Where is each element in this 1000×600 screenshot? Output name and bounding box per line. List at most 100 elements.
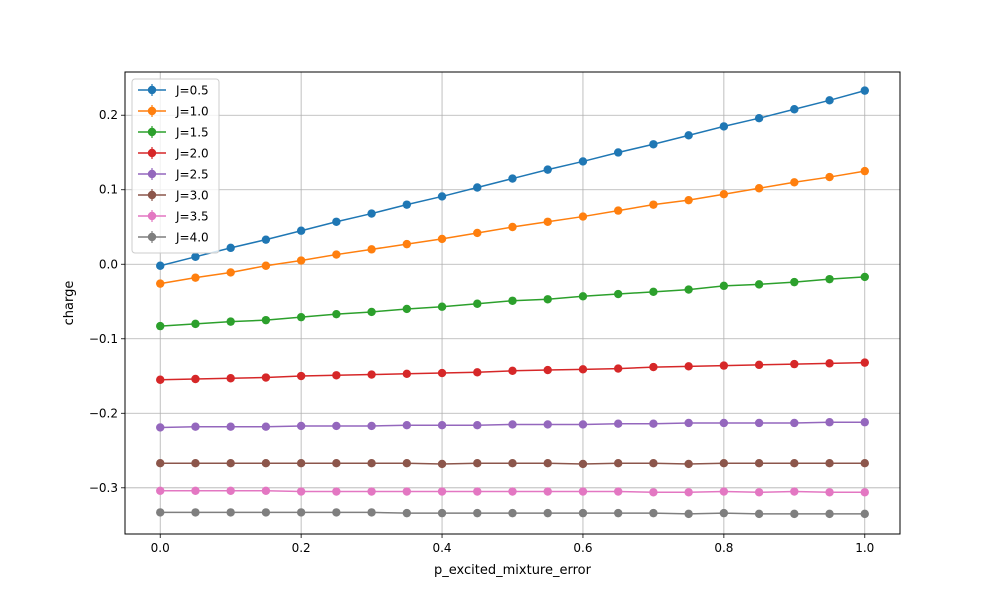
data-point <box>226 317 235 326</box>
legend-item: J=3.0 <box>138 189 209 203</box>
data-point <box>719 508 729 518</box>
series-J=3.0 <box>156 459 869 469</box>
series-J=0.5 <box>156 86 869 270</box>
legend-label: J=2.0 <box>175 147 209 161</box>
data-point <box>684 285 693 294</box>
data-point <box>613 206 623 215</box>
data-point <box>754 509 764 519</box>
legend-item: J=2.5 <box>138 168 209 182</box>
data-point <box>226 422 235 431</box>
data-point <box>684 195 693 205</box>
data-point <box>508 508 517 518</box>
data-point <box>367 245 376 254</box>
data-point <box>156 423 165 432</box>
data-point <box>649 140 658 149</box>
data-point <box>508 459 517 468</box>
legend-label: J=3.0 <box>175 189 209 203</box>
data-point <box>578 459 588 469</box>
data-point <box>543 365 552 375</box>
data-point <box>332 371 341 380</box>
data-point <box>296 312 306 322</box>
y-tick-label: −0.2 <box>89 406 118 420</box>
x-axis-label: p_excited_mixture_error <box>434 563 592 578</box>
data-point <box>860 358 869 367</box>
data-point <box>543 295 552 304</box>
data-point <box>543 508 552 518</box>
y-tick-label: −0.3 <box>89 481 118 495</box>
data-point <box>754 114 764 123</box>
data-point <box>684 362 693 371</box>
data-point <box>543 487 552 496</box>
data-point <box>860 459 869 468</box>
data-point <box>226 459 235 468</box>
legend-box <box>131 78 220 254</box>
legend-item: J=0.5 <box>138 84 209 98</box>
data-point <box>156 508 165 517</box>
data-point <box>790 459 799 468</box>
data-point <box>754 360 764 370</box>
data-point <box>825 172 834 182</box>
data-point <box>508 487 517 496</box>
legend: J=0.5 J=1.0 J=1.5 J=2.0 J=2.5 J=3.0 J=3.5 J=4.0 <box>131 78 220 254</box>
data-point <box>790 418 799 428</box>
data-point <box>578 212 588 221</box>
axis-ticks: 0.0 0.2 0.4 0.6 0.8 1.0 −0.3 −0.2 −0.1 0.0 0.1 0.2 <box>89 108 874 555</box>
data-point <box>719 487 729 496</box>
y-tick-label: 0.2 <box>99 108 118 122</box>
data-point <box>367 508 376 517</box>
data-point <box>156 459 165 468</box>
legend-label: J=4.0 <box>175 231 209 245</box>
legend-label: J=2.5 <box>175 168 209 182</box>
data-point <box>437 234 447 244</box>
data-point <box>649 488 658 497</box>
data-point <box>613 459 623 468</box>
data-point <box>543 459 552 468</box>
data-point <box>296 226 306 235</box>
data-point <box>790 359 799 369</box>
legend-item: J=2.0 <box>138 147 209 161</box>
data-point <box>402 369 412 378</box>
x-tick-label: 1.0 <box>855 541 874 555</box>
data-point <box>790 487 799 496</box>
data-point <box>790 105 799 114</box>
data-point <box>402 508 412 518</box>
data-point <box>437 421 447 430</box>
legend-marker <box>147 190 157 200</box>
data-point <box>437 302 447 311</box>
data-point <box>261 315 271 325</box>
data-point <box>754 488 764 497</box>
x-tick-label: 0.0 <box>151 541 170 555</box>
data-point <box>684 418 693 428</box>
legend-label: J=3.5 <box>175 210 209 224</box>
x-tick-label: 0.4 <box>432 541 451 555</box>
data-point <box>402 459 412 468</box>
legend-marker <box>147 85 157 95</box>
data-point <box>367 307 376 317</box>
data-point <box>261 373 271 382</box>
data-point <box>226 508 235 517</box>
data-point <box>402 304 412 314</box>
legend-item: J=3.5 <box>138 210 209 224</box>
data-point <box>578 292 588 301</box>
data-point <box>296 256 306 265</box>
x-tick-label: 0.8 <box>714 541 733 555</box>
data-point <box>613 508 623 518</box>
data-point <box>508 366 517 376</box>
data-point <box>719 190 729 199</box>
data-point <box>508 222 517 232</box>
data-point <box>578 487 588 496</box>
data-point <box>473 421 482 430</box>
data-point <box>473 487 482 496</box>
series-J=1.0 <box>156 166 869 288</box>
data-point <box>191 422 200 431</box>
data-point <box>825 488 834 497</box>
data-point <box>578 157 588 166</box>
data-point <box>684 509 693 519</box>
data-point <box>825 509 834 519</box>
data-point <box>719 361 729 370</box>
y-tick-label: 0.0 <box>99 257 118 271</box>
data-point <box>860 86 869 95</box>
data-point <box>860 509 869 519</box>
data-point <box>790 277 799 287</box>
